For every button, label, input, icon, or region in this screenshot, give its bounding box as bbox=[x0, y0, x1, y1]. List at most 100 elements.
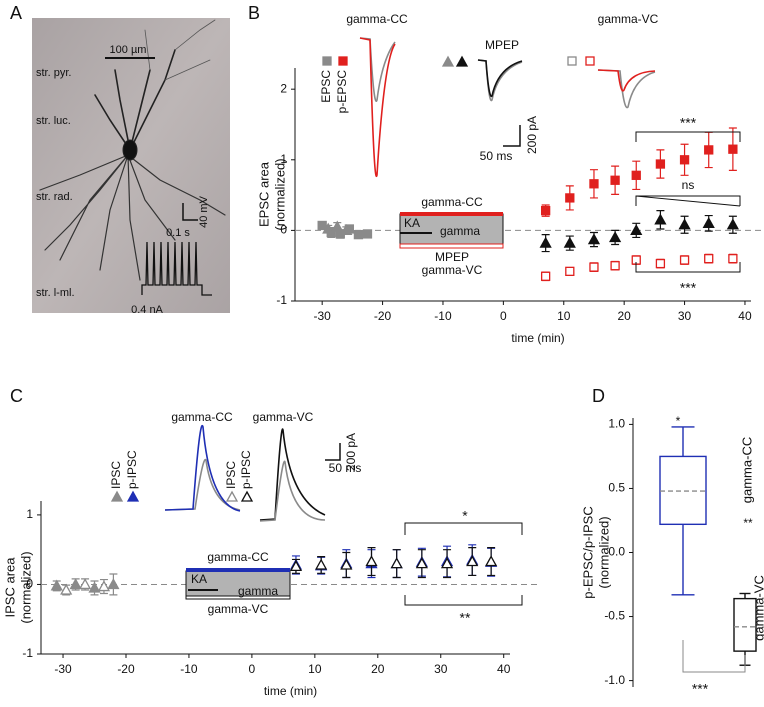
x-tick-label: -10 bbox=[180, 662, 198, 676]
layer-label: str. rad. bbox=[36, 191, 73, 203]
marker bbox=[126, 490, 140, 502]
marker bbox=[353, 229, 364, 240]
marker bbox=[702, 216, 715, 228]
bracket bbox=[682, 640, 746, 673]
legend-label: EPSC bbox=[319, 70, 333, 103]
marker bbox=[589, 262, 599, 272]
marker bbox=[679, 255, 690, 265]
legend-label: p-IPSC bbox=[239, 450, 253, 489]
drug-bar bbox=[185, 595, 291, 600]
x-tick-label: -20 bbox=[374, 309, 392, 323]
marker bbox=[110, 490, 124, 502]
y-tick-label: -1.0 bbox=[604, 673, 625, 687]
marker bbox=[69, 578, 82, 590]
x-tick-label: 40 bbox=[738, 309, 752, 323]
marker bbox=[654, 213, 667, 225]
label: 50 ms bbox=[480, 149, 513, 163]
label: ** bbox=[460, 610, 471, 626]
label: gamma bbox=[440, 224, 480, 238]
scale-label: 40 mV bbox=[198, 195, 210, 227]
marker bbox=[728, 253, 738, 264]
label: gamma-VC bbox=[422, 263, 483, 277]
label: gamma-CC bbox=[207, 550, 269, 564]
x-tick-label: 20 bbox=[617, 309, 631, 323]
y-tick-label: 2 bbox=[280, 81, 287, 95]
x-tick-label: -20 bbox=[117, 662, 135, 676]
marker bbox=[240, 490, 254, 502]
label: 50 ms bbox=[329, 461, 362, 475]
y-tick-label: 0.5 bbox=[608, 481, 625, 495]
x-tick-label: 30 bbox=[434, 662, 448, 676]
marker bbox=[365, 555, 378, 567]
y-tick-label: -0.5 bbox=[604, 609, 625, 623]
marker bbox=[50, 579, 63, 591]
legend-label: IPSC bbox=[109, 461, 123, 489]
marker bbox=[362, 229, 373, 239]
marker bbox=[455, 55, 469, 67]
label: gamma-VC bbox=[598, 12, 659, 26]
traces bbox=[164, 37, 656, 522]
x-axis-label: time (min) bbox=[511, 331, 564, 345]
marker bbox=[441, 55, 455, 67]
drug-bar bbox=[186, 568, 290, 572]
bracket bbox=[404, 595, 523, 606]
marker bbox=[322, 56, 332, 66]
current-label: 0.4 nA bbox=[131, 304, 163, 316]
marker bbox=[78, 578, 92, 590]
y-tick-label: 0.0 bbox=[608, 545, 625, 559]
marker bbox=[655, 258, 666, 269]
x-tick-label: -30 bbox=[314, 309, 332, 323]
x-tick-label: 40 bbox=[497, 662, 511, 676]
marker bbox=[540, 271, 551, 281]
marker bbox=[225, 490, 239, 502]
marker bbox=[589, 179, 599, 189]
y-axis-label: p-EPSC/p-IPSC bbox=[580, 506, 595, 598]
marker bbox=[585, 56, 595, 66]
y-tick-label: 0 bbox=[26, 577, 33, 591]
label: MPEP bbox=[485, 38, 519, 52]
y-axis-label: (normalized) bbox=[596, 516, 611, 588]
label: *** bbox=[680, 280, 697, 296]
x-tick-label: 10 bbox=[308, 662, 322, 676]
marker bbox=[322, 222, 335, 234]
x-tick-label: 30 bbox=[678, 309, 692, 323]
marker bbox=[289, 560, 303, 572]
x-tick-label: 0 bbox=[500, 309, 507, 323]
marker bbox=[565, 193, 575, 203]
panel-label: C bbox=[10, 386, 23, 406]
y-axis-label: (normalized) bbox=[18, 551, 33, 623]
marker bbox=[563, 236, 576, 248]
marker bbox=[610, 175, 620, 185]
annotation: ** bbox=[743, 516, 753, 530]
marker bbox=[679, 155, 690, 165]
label: gamma-CC bbox=[346, 12, 408, 26]
label: ns bbox=[682, 178, 695, 192]
category-label: gamma-VC bbox=[751, 575, 764, 641]
marker bbox=[630, 224, 643, 236]
label: * bbox=[462, 508, 468, 524]
y-axis-label: (normalized) bbox=[272, 158, 287, 230]
panel-label: D bbox=[592, 386, 605, 406]
label: MPEP bbox=[435, 250, 469, 264]
label: *** bbox=[680, 115, 697, 131]
layer-label: str. l-ml. bbox=[36, 287, 75, 299]
marker bbox=[485, 555, 498, 567]
marker bbox=[678, 218, 691, 230]
bracket bbox=[635, 262, 741, 273]
category-label: gamma-CC bbox=[739, 437, 754, 503]
marker bbox=[540, 205, 551, 216]
y-axis-label: IPSC area bbox=[2, 557, 17, 618]
drug-bar bbox=[400, 212, 503, 216]
marker bbox=[338, 56, 348, 66]
marker bbox=[315, 558, 328, 570]
scale-label: 0.1 s bbox=[166, 227, 190, 239]
marker bbox=[88, 581, 101, 593]
marker bbox=[704, 253, 714, 264]
marker bbox=[728, 144, 738, 154]
y-tick-label: 0 bbox=[280, 223, 287, 237]
marker bbox=[390, 557, 403, 569]
label: gamma-CC bbox=[421, 195, 483, 209]
marker bbox=[107, 578, 120, 590]
x-axis-label: time (min) bbox=[264, 684, 317, 698]
